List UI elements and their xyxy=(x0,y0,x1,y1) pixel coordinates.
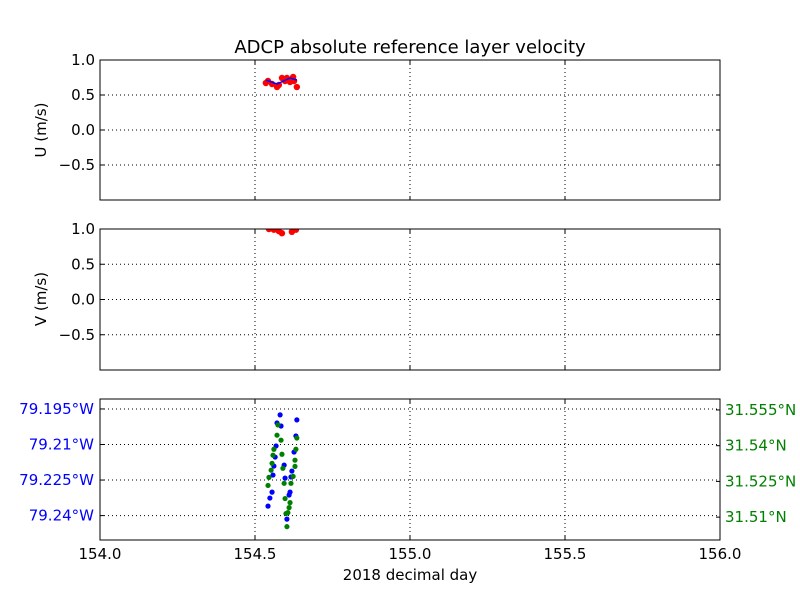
y-tick-label: 0.0 xyxy=(71,121,95,139)
longitude-point xyxy=(284,516,290,522)
latitude-point xyxy=(271,446,277,452)
y-tick-label: 0.5 xyxy=(71,86,95,104)
x-tick-label: 155.5 xyxy=(544,545,587,563)
latitude-point xyxy=(274,432,280,438)
x-tick-label: 155.0 xyxy=(389,545,432,563)
velocity-point xyxy=(270,229,278,233)
latitude-point xyxy=(265,482,271,489)
u-axis-label: U (m/s) xyxy=(32,103,50,158)
latitude-point xyxy=(288,480,294,486)
longitude-point xyxy=(277,412,283,418)
lat-tick-label: 31.555°N xyxy=(725,401,796,419)
lon-tick-label: 79.21°W xyxy=(29,435,94,453)
latitude-point xyxy=(269,460,275,466)
v-axis-label: V (m/s) xyxy=(32,272,50,326)
y-tick-label: 0.0 xyxy=(71,291,95,309)
x-tick-label: 154.5 xyxy=(234,545,277,563)
latitude-point xyxy=(292,463,298,470)
y-tick-label: 1.0 xyxy=(71,51,95,69)
latitude-point xyxy=(282,495,288,502)
latitude-point xyxy=(284,524,290,530)
lat-tick-label: 31.525°N xyxy=(725,472,796,490)
longitude-point xyxy=(270,472,276,478)
velocity-point xyxy=(285,222,291,228)
lat-tick-label: 31.54°N xyxy=(725,437,787,455)
longitude-point xyxy=(265,503,271,509)
latitude-point xyxy=(292,457,298,463)
axes-frame xyxy=(99,398,721,541)
lon-tick-label: 79.195°W xyxy=(19,400,94,418)
velocity-point xyxy=(275,229,279,230)
latitude-point xyxy=(283,510,289,517)
latitude-point xyxy=(268,467,274,473)
velocity-point xyxy=(292,229,300,233)
latitude-point xyxy=(279,451,285,457)
x-tick-label: 154.0 xyxy=(79,545,122,563)
latitude-point xyxy=(293,446,299,452)
y-tick-label: −0.5 xyxy=(59,156,95,174)
latitude-point xyxy=(278,437,284,443)
velocity-point xyxy=(282,222,288,228)
longitude-point xyxy=(267,495,273,501)
longitude-point xyxy=(282,475,288,481)
axes-frame xyxy=(99,59,721,201)
axes-frame xyxy=(99,228,721,371)
latitude-point-group xyxy=(265,422,300,530)
latitude-point xyxy=(270,452,276,458)
y-tick-label: −0.5 xyxy=(59,326,95,344)
latitude-point xyxy=(294,435,300,441)
latitude-point xyxy=(280,465,286,471)
smooth-group xyxy=(265,77,298,85)
velocity-point xyxy=(293,83,301,91)
y-tick-label: 1.0 xyxy=(71,220,95,238)
chart-title: ADCP absolute reference layer velocity xyxy=(234,37,586,58)
latitude-point xyxy=(266,474,272,480)
lat-tick-label: 31.51°N xyxy=(725,508,787,526)
latitude-point xyxy=(281,480,287,486)
lon-tick-label: 79.225°W xyxy=(19,471,94,489)
latitude-point xyxy=(286,505,292,511)
x-tick-label: 156.0 xyxy=(699,545,742,563)
velocity-point xyxy=(278,230,286,237)
x-axis-label: 2018 decimal day xyxy=(343,566,478,584)
latitude-point xyxy=(287,500,293,506)
smooth-line xyxy=(265,77,298,85)
latitude-point xyxy=(290,473,296,480)
y-tick-label: 0.5 xyxy=(71,255,95,273)
longitude-point xyxy=(269,489,275,495)
longitude-point xyxy=(289,468,295,474)
latitude-point xyxy=(275,422,281,428)
longitude-point xyxy=(294,417,300,423)
velocity-point-group xyxy=(265,222,300,237)
longitude-point xyxy=(286,492,292,498)
lon-tick-label: 79.24°W xyxy=(29,507,94,525)
